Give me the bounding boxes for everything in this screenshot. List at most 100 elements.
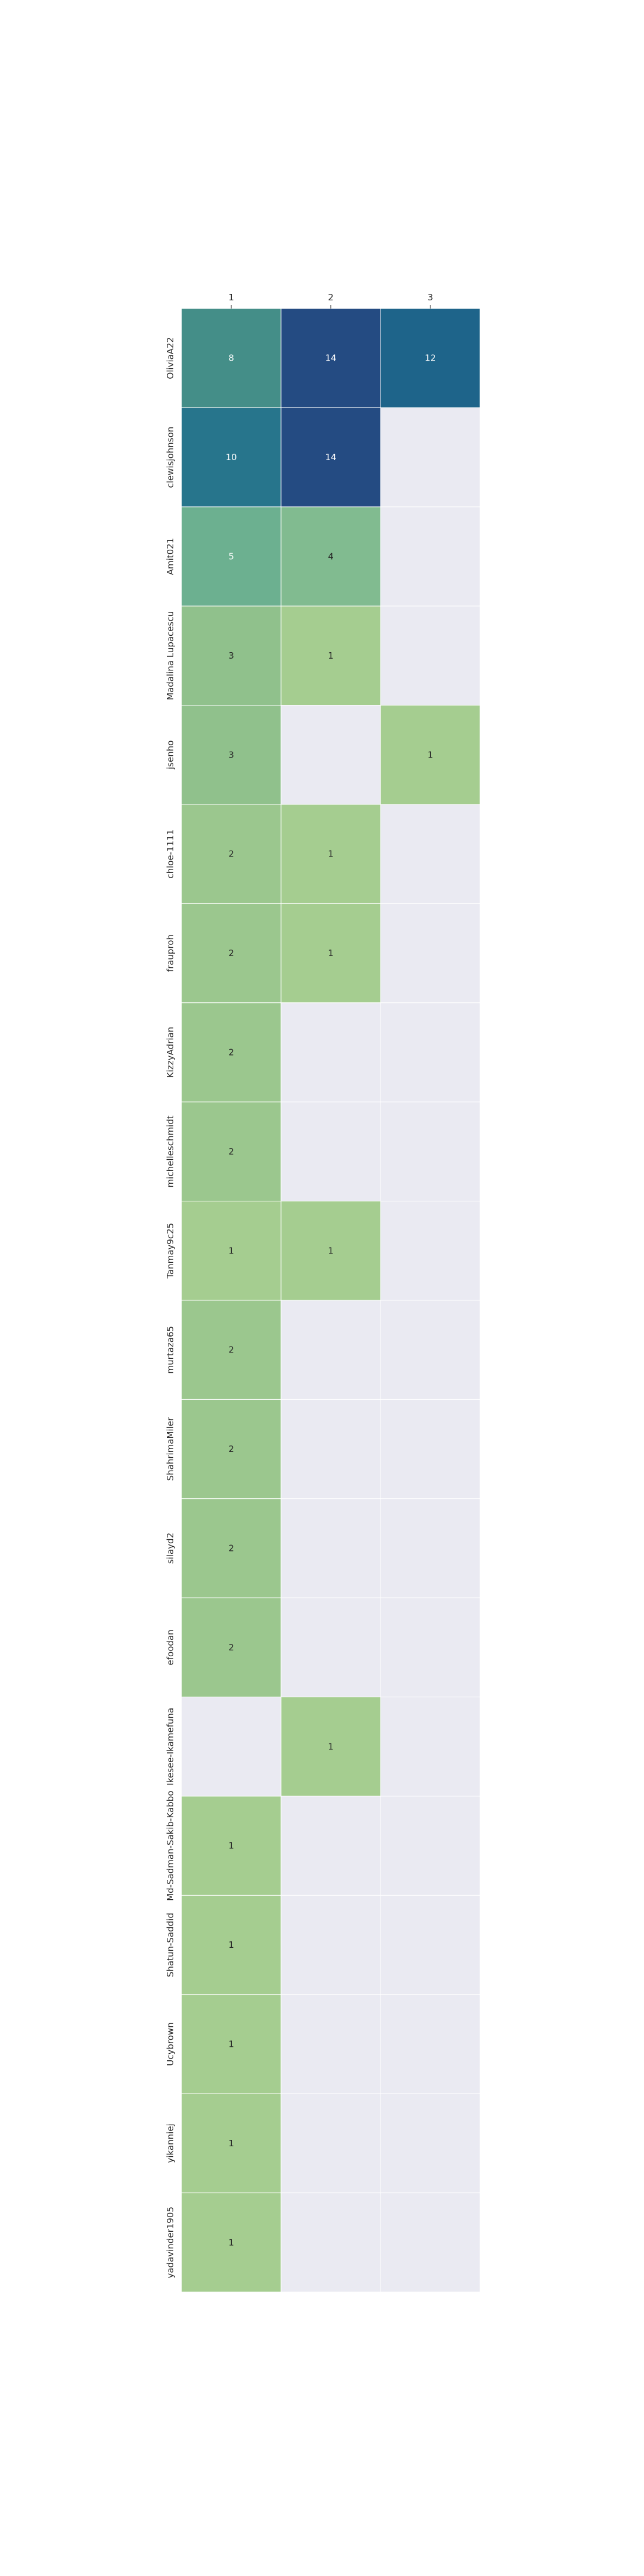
heatmap-cell [280, 1994, 381, 2094]
heatmap-cell [280, 407, 381, 508]
cell-value-label: 2 [228, 1444, 234, 1454]
heatmap-cell [380, 1002, 481, 1102]
cell-value-label: 8 [228, 353, 234, 364]
heatmap-cell [380, 804, 481, 904]
heatmap-cell [280, 1300, 381, 1400]
x-tick-label: 2 [328, 292, 334, 303]
cell-value-label: 1 [228, 2039, 234, 2050]
cell-value-label: 1 [228, 1841, 234, 1851]
y-tick-label: frauproh [165, 934, 176, 972]
heatmap-cell [280, 1498, 381, 1598]
y-tick-label: OliviaA22 [165, 337, 176, 379]
y-tick-label: yikanniej [165, 2123, 176, 2163]
heatmap-cell [380, 506, 481, 607]
heatmap-cell [380, 1101, 481, 1202]
cell-value-label: 2 [228, 849, 234, 859]
cell-value-label: 3 [228, 749, 234, 760]
cell-value-label: 1 [228, 2237, 234, 2248]
heatmap-cell [280, 705, 381, 805]
cell-value-label: 1 [228, 1940, 234, 1950]
y-tick-label: Md-Sadman-Sakib-Kabbo [165, 1791, 176, 1901]
heatmap-cell [280, 1002, 381, 1102]
cell-value-label: 2 [228, 1345, 234, 1355]
cell-value-label: 1 [328, 1245, 334, 1256]
cell-value-label: 2 [228, 1146, 234, 1157]
y-tick-label: Madalina Lupacescu [165, 611, 176, 700]
y-tick-label: Amit021 [165, 538, 176, 576]
y-axis-ticks: OliviaA22 clewisjohnson Amit021 Madalina Lu… [165, 337, 176, 2279]
cell-value-label: 14 [325, 353, 336, 364]
heatmap-cell [181, 1300, 282, 1400]
cell-value-label: 1 [328, 948, 334, 958]
x-tick-label: 3 [427, 292, 433, 303]
heatmap-cell [181, 903, 282, 1003]
y-tick-label: jsenho [165, 741, 176, 770]
heatmap-cell [380, 1300, 481, 1400]
y-tick-label: yadavinder1905 [165, 2207, 176, 2278]
heatmap-cell [280, 506, 381, 607]
cell-value-label: 4 [328, 551, 334, 562]
y-tick-label: murtaza65 [165, 1326, 176, 1374]
cell-value-label: 1 [328, 1741, 334, 1752]
heatmap-cell [380, 605, 481, 706]
heatmap-cell [181, 1796, 282, 1896]
heatmap-cell [280, 1796, 381, 1896]
cell-value-label: 2 [228, 1642, 234, 1653]
heatmap-cell [181, 1994, 282, 2094]
heatmap-cell [181, 1697, 282, 1797]
heatmap-cell [280, 2193, 381, 2293]
y-tick-label: Tanmay9c25 [165, 1223, 176, 1279]
heatmap-cell [181, 1895, 282, 1995]
heatmap-cell [380, 1796, 481, 1896]
cell-value-label: 2 [228, 1047, 234, 1058]
heatmap-cell [181, 1002, 282, 1102]
cell-value-label: 1 [228, 1245, 234, 1256]
cell-value-label: 1 [228, 2138, 234, 2149]
y-tick-label: ShahrimaMiler [165, 1417, 176, 1481]
cell-value-label: 1 [427, 749, 433, 760]
heatmap-cell [181, 1201, 282, 1301]
heatmap-cell [380, 407, 481, 508]
cell-value-label: 12 [424, 353, 436, 364]
heatmap-cell [380, 1697, 481, 1797]
heatmap-cell [280, 2093, 381, 2194]
cell-value-label: 5 [228, 551, 234, 562]
heatmap-cell [280, 1597, 381, 1698]
heatmap-cell [181, 2193, 282, 2293]
cell-value-label: 10 [225, 452, 237, 463]
heatmap-cell [380, 705, 481, 805]
heatmap-cell [280, 1101, 381, 1202]
heatmap-cell [380, 1399, 481, 1499]
heatmap-cell [380, 2193, 481, 2293]
heatmap-cell [181, 605, 282, 706]
y-tick-label: silayd2 [165, 1533, 176, 1564]
heatmap-cell [280, 1399, 381, 1499]
heatmap-cell [181, 407, 282, 508]
heatmap-cell [181, 1597, 282, 1698]
heatmap-cell [181, 506, 282, 607]
y-tick-label: Shatun-Saddid [165, 1913, 176, 1977]
y-tick-label: clewisjohnson [165, 427, 176, 488]
cell-value-label: 2 [228, 1543, 234, 1554]
heatmap-cell [181, 1101, 282, 1202]
y-tick-label: efoodan [165, 1629, 176, 1665]
cell-value-label: 1 [328, 849, 334, 859]
cell-value-label: 3 [228, 650, 234, 661]
cell-value-label: 2 [228, 948, 234, 958]
heatmap-cell [280, 308, 381, 408]
cell-value-label: 1 [328, 650, 334, 661]
heatmap-cell [181, 804, 282, 904]
y-tick-label: Ikesee-Ikamefuna [165, 1708, 176, 1786]
x-axis-ticks: 1 2 3 [228, 292, 433, 309]
heatmap-cell [380, 903, 481, 1003]
heatmap-cell [380, 1994, 481, 2094]
heatmap-cell [380, 1895, 481, 1995]
heatmap-cell [380, 1498, 481, 1598]
heatmap-cell [380, 1201, 481, 1301]
heatmap-cell [181, 705, 282, 805]
heatmap-cell [181, 308, 282, 408]
y-tick-label: michelleschmidt [165, 1115, 176, 1187]
x-tick-label: 1 [228, 292, 234, 303]
